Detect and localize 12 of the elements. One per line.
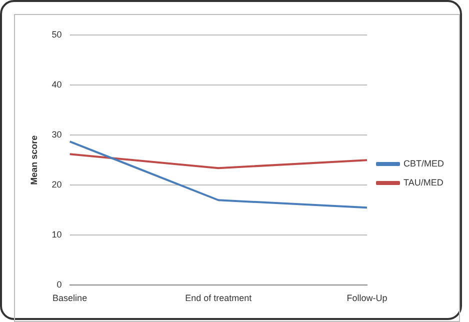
y-axis-title: Mean score bbox=[28, 135, 39, 185]
y-tick-label: 40 bbox=[52, 80, 62, 90]
y-tick-label: 0 bbox=[56, 280, 62, 290]
legend-label: TAU/MED bbox=[404, 177, 444, 188]
y-tick-label: 10 bbox=[52, 230, 62, 240]
x-tick-label: Follow-Up bbox=[346, 293, 388, 304]
y-tick-label: 20 bbox=[52, 180, 62, 190]
x-tick-label: End of treatment bbox=[185, 293, 252, 304]
y-tick-label: 50 bbox=[52, 29, 62, 40]
legend-label: CBT/MED bbox=[404, 158, 444, 168]
x-tick-label: Baseline bbox=[52, 293, 88, 304]
y-tick-label: 30 bbox=[52, 130, 62, 140]
